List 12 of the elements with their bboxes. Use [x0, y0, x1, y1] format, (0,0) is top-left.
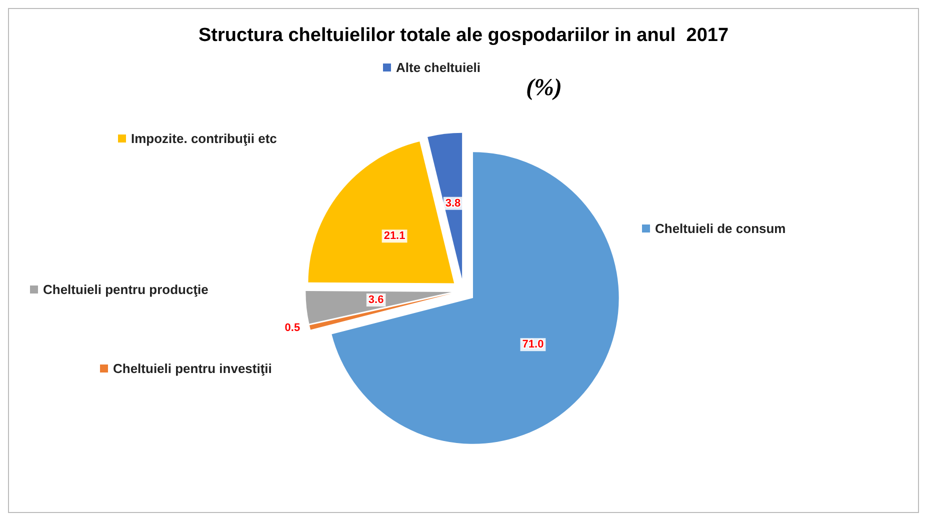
text: (%) — [526, 75, 562, 101]
chart-title: Structura cheltuielilor totale ale gospodariilor in anul 2017 — [198, 25, 729, 46]
data-label: 3.8 — [445, 197, 461, 210]
legend-label: Cheltuieli pentru investiţii — [113, 361, 272, 376]
legend-label: Cheltuieli de consum — [655, 221, 786, 236]
data-label: 0.5 — [284, 322, 300, 334]
data-label: 3.6 — [368, 294, 384, 306]
data-label: 71.0 — [522, 338, 544, 351]
legend-label: Alte cheltuieli — [396, 60, 481, 75]
legend-label: Cheltuieli pentru producţie — [43, 282, 208, 297]
legend-label: Impozite. contribuţii etc — [131, 131, 277, 146]
data-label: 21.1 — [384, 230, 406, 242]
